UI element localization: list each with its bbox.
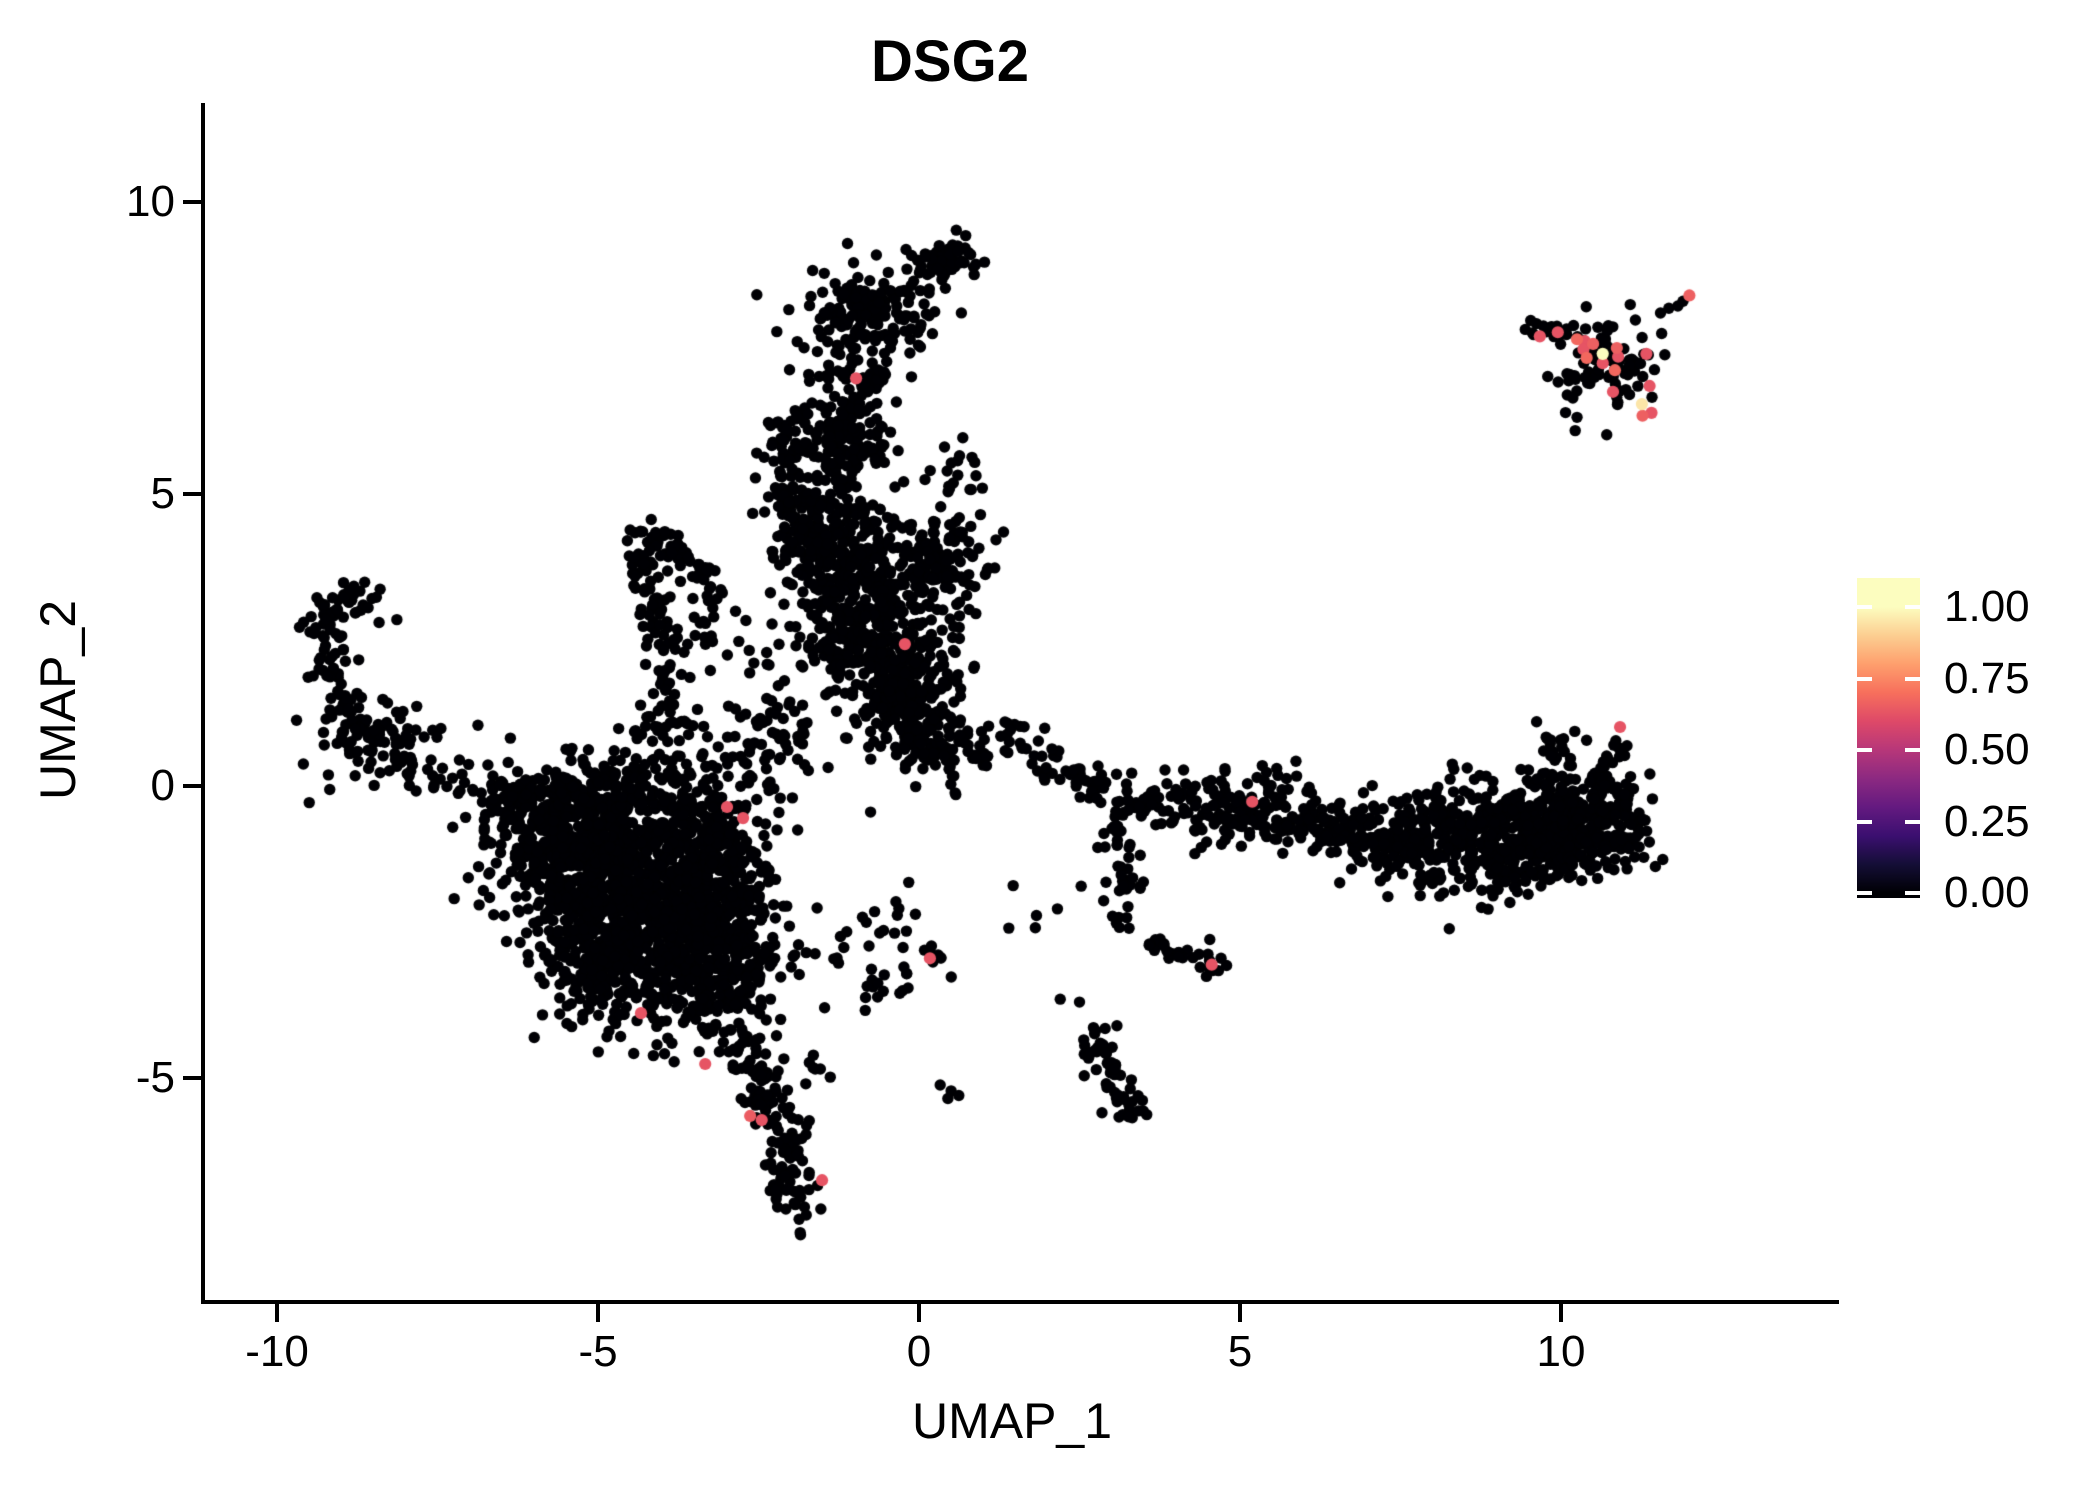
legend-tick-mark-left-0.25 bbox=[1857, 819, 1872, 824]
x-axis-title: UMAP_1 bbox=[911, 1393, 1113, 1449]
x-tick-label--10: -10 bbox=[245, 1327, 309, 1376]
x-tick-label-0: 0 bbox=[906, 1327, 932, 1376]
y-tick-mark-5 bbox=[183, 492, 201, 496]
x-tick-label-5: 5 bbox=[1227, 1327, 1253, 1376]
legend-label-1.00: 1.00 bbox=[1944, 582, 2030, 631]
y-tick-mark--5 bbox=[183, 1076, 201, 1080]
x-tick-label--5: -5 bbox=[578, 1327, 618, 1376]
legend-tick-mark-left-1 bbox=[1857, 605, 1872, 609]
y-tick-label-5: 5 bbox=[150, 469, 175, 518]
legend-tick-mark-right-0 bbox=[1905, 891, 1920, 895]
y-tick-mark-0 bbox=[183, 784, 201, 788]
legend-tick-mark-right-0.25 bbox=[1905, 819, 1920, 824]
legend-tick-mark-left-0 bbox=[1857, 891, 1872, 895]
legend-label-0.25: 0.25 bbox=[1944, 796, 2030, 846]
x-tick-mark--10 bbox=[275, 1304, 279, 1322]
x-tick-mark-0 bbox=[917, 1304, 921, 1322]
legend-tick-mark-right-0.5 bbox=[1905, 748, 1920, 752]
x-tick-label-10: 10 bbox=[1536, 1327, 1586, 1376]
legend-label-0.00: 0.00 bbox=[1944, 868, 2030, 917]
legend-tick-mark-right-1 bbox=[1905, 605, 1920, 609]
x-axis-line bbox=[201, 1300, 1839, 1304]
y-axis-line bbox=[201, 103, 205, 1304]
plot-title: DSG2 bbox=[871, 29, 1029, 94]
y-axis-title: UMAP_2 bbox=[30, 599, 86, 801]
x-tick-mark-5 bbox=[1238, 1304, 1242, 1322]
x-tick-mark--5 bbox=[596, 1304, 600, 1322]
colorbar-gradient bbox=[1857, 578, 1920, 898]
y-tick-label--5: -5 bbox=[135, 1053, 175, 1102]
legend-tick-mark-left-0.75 bbox=[1857, 676, 1872, 681]
y-tick-label-10: 10 bbox=[126, 177, 175, 226]
legend-label-0.50: 0.50 bbox=[1944, 725, 2030, 774]
y-tick-label-0: 0 bbox=[150, 761, 175, 810]
legend-tick-mark-left-0.5 bbox=[1857, 748, 1872, 752]
legend-label-0.75: 0.75 bbox=[1944, 653, 2030, 703]
legend-tick-mark-right-0.75 bbox=[1905, 676, 1920, 681]
y-tick-mark-10 bbox=[183, 200, 201, 204]
x-tick-mark-10 bbox=[1559, 1304, 1563, 1322]
